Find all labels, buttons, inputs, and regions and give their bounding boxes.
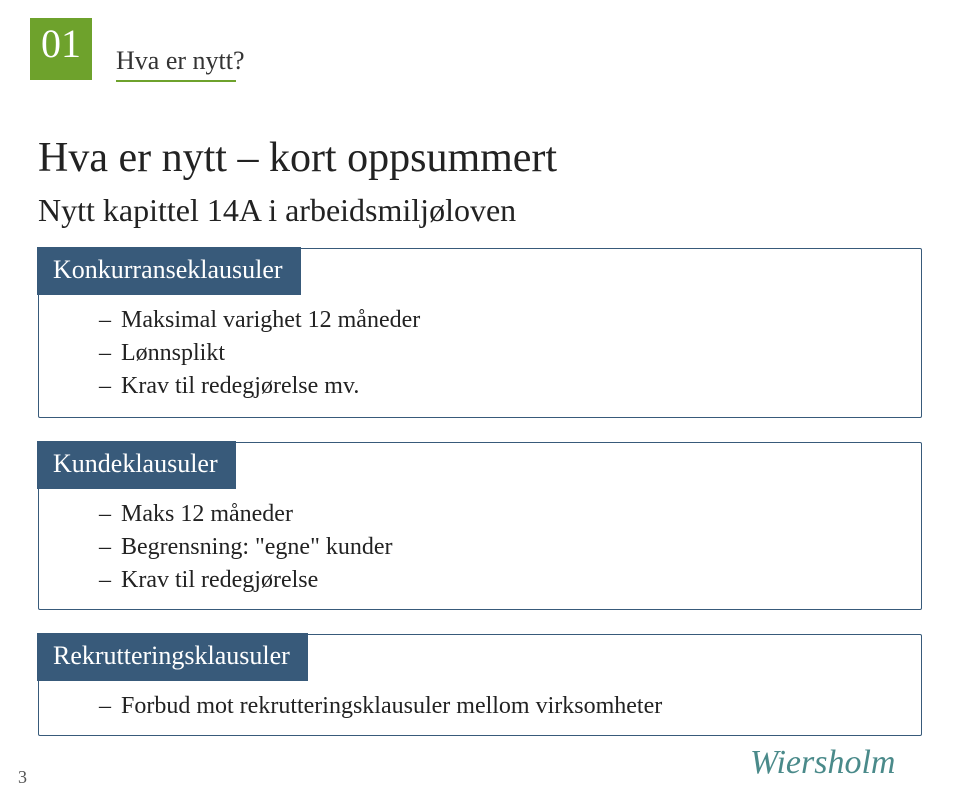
header-underline <box>116 80 236 82</box>
bullet-item: Begrensning: "egne" kunder <box>99 534 901 561</box>
logo-text: Wiersholm <box>750 744 895 781</box>
header: 01 Hva er nytt? <box>30 18 245 80</box>
group-kundeklausuler: Kundeklausuler Maks 12 måneder Begrensni… <box>38 442 922 610</box>
subtitle: Nytt kapittel 14A i arbeidsmiljøloven <box>38 192 516 229</box>
main-title: Hva er nytt – kort oppsummert <box>38 134 557 182</box>
group-label: Konkurranseklausuler <box>37 247 301 295</box>
page-number: 3 <box>18 767 27 788</box>
group-label: Kundeklausuler <box>37 441 236 489</box>
slide: 01 Hva er nytt? Hva er nytt – kort oppsu… <box>0 0 960 804</box>
bullet-item: Krav til redegjørelse <box>99 567 901 594</box>
bullet-item: Forbud mot rekrutteringsklausuler mellom… <box>99 693 901 720</box>
group-box: Konkurranseklausuler Maksimal varighet 1… <box>38 248 922 418</box>
group-box: Rekrutteringsklausuler Forbud mot rekrut… <box>38 634 922 736</box>
header-title: Hva er nytt? <box>116 46 245 80</box>
bullet-item: Maksimal varighet 12 måneder <box>99 307 901 334</box>
group-konkurranseklausuler: Konkurranseklausuler Maksimal varighet 1… <box>38 248 922 418</box>
bullet-item: Lønnsplikt <box>99 340 901 367</box>
bullet-item: Krav til redegjørelse mv. <box>99 373 901 400</box>
group-box: Kundeklausuler Maks 12 måneder Begrensni… <box>38 442 922 610</box>
section-number-badge: 01 <box>30 18 92 80</box>
wiersholm-logo: Wiersholm <box>750 739 930 790</box>
bullet-item: Maks 12 måneder <box>99 501 901 528</box>
group-rekrutteringsklausuler: Rekrutteringsklausuler Forbud mot rekrut… <box>38 634 922 736</box>
group-label: Rekrutteringsklausuler <box>37 633 308 681</box>
